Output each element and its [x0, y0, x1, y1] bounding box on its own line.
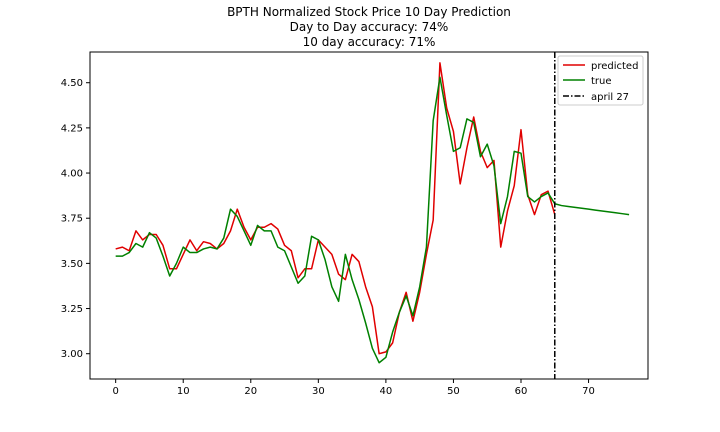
chart-subtitle-1: Day to Day accuracy: 74% [290, 20, 449, 34]
plot-frame [89, 51, 649, 380]
y-tick-label: 3.00 [61, 349, 83, 360]
series-line-true [115, 76, 630, 364]
legend: predicted true april 27 [557, 55, 644, 106]
y-tick-label: 3.75 [61, 214, 83, 225]
legend-box [557, 55, 644, 106]
x-tick-label: 70 [582, 386, 595, 397]
chart-subtitle-2: 10 day accuracy: 71% [303, 35, 436, 49]
series-layer [115, 52, 630, 379]
chart-title: BPTH Normalized Stock Price 10 Day Predi… [227, 5, 511, 19]
x-tick-label: 0 [112, 386, 118, 397]
x-axis: 0 10 20 30 40 50 60 70 [112, 379, 595, 397]
y-tick-label: 4.25 [61, 123, 83, 134]
y-tick-label: 3.25 [61, 304, 83, 315]
legend-label-predicted: predicted [591, 61, 638, 72]
y-tick-label: 4.50 [61, 78, 83, 89]
x-tick-label: 50 [447, 386, 460, 397]
y-tick-label: 3.50 [61, 259, 83, 270]
x-tick-label: 10 [177, 386, 190, 397]
series-line-predicted [115, 62, 556, 355]
x-tick-label: 30 [312, 386, 325, 397]
legend-label-april-27: april 27 [591, 92, 629, 103]
x-tick-label: 60 [515, 386, 528, 397]
x-tick-label: 40 [380, 386, 393, 397]
x-tick-label: 20 [244, 386, 257, 397]
y-tick-label: 4.00 [61, 169, 83, 180]
legend-label-true: true [591, 76, 612, 87]
y-axis: 3.00 3.25 3.50 3.75 4.00 4.25 4.50 [61, 78, 90, 360]
